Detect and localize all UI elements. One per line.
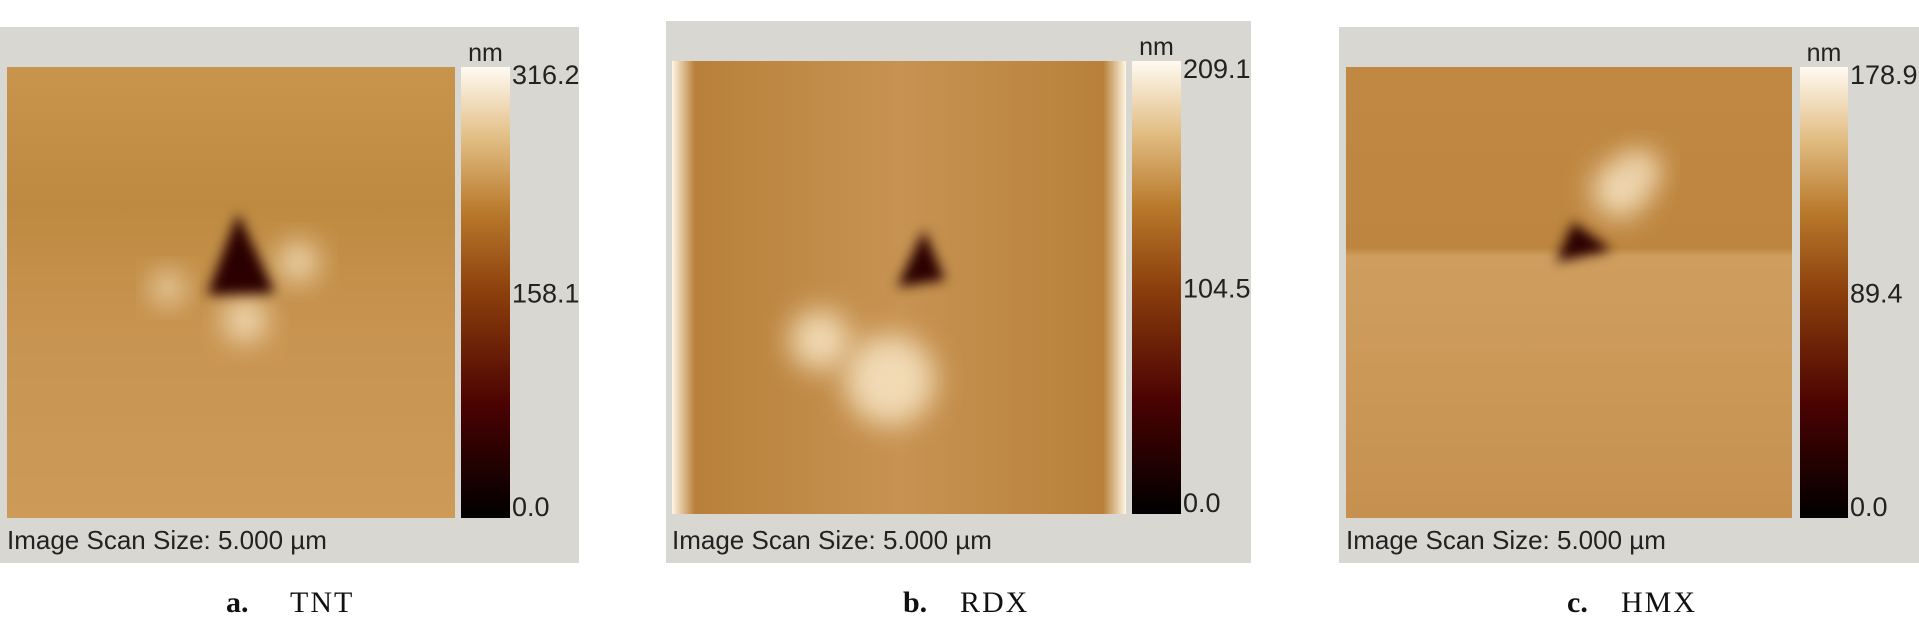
surface-bump xyxy=(223,298,267,342)
afm-panel: nm 209.1 104.5 0.0 Image Scan Size: 5.000 µm… xyxy=(666,21,1251,619)
colorbar-min: 0.0 xyxy=(1850,492,1888,522)
surface-bump xyxy=(845,335,935,425)
afm-panel: nm 178.9 89.4 0.0 Image Scan Size: 5.000 µm c… xyxy=(1339,27,1919,619)
color-bar xyxy=(461,67,510,518)
afm-image xyxy=(672,61,1126,514)
scan-size-caption: Image Scan Size: 5.000 µm xyxy=(1346,525,1666,555)
panel-letter: a. xyxy=(226,586,249,619)
panel-letter: c. xyxy=(1567,586,1588,619)
panel-name: HMX xyxy=(1621,586,1697,619)
surface-bump xyxy=(790,310,850,370)
colorbar-unit: nm xyxy=(1139,33,1174,61)
indent-mark xyxy=(1556,222,1612,262)
surface-bump xyxy=(152,272,184,304)
color-bar xyxy=(1132,61,1181,514)
surface-bump xyxy=(278,242,318,282)
colorbar-min: 0.0 xyxy=(512,492,550,522)
scan-size-caption: Image Scan Size: 5.000 µm xyxy=(7,525,327,555)
indent-mark xyxy=(207,213,275,295)
colorbar-mid: 89.4 xyxy=(1850,279,1903,309)
afm-image xyxy=(1346,67,1792,518)
surface-bump xyxy=(1620,150,1660,190)
colorbar-max: 316.2 xyxy=(512,60,580,90)
panel-name: TNT xyxy=(290,586,354,619)
afm-panel: nm 316.2 158.1 0.0 Image Scan Size: 5.000 µm… xyxy=(0,27,580,619)
colorbar-max: 209.1 xyxy=(1183,54,1251,84)
colorbar-unit: nm xyxy=(468,39,503,67)
colorbar-unit: nm xyxy=(1807,39,1842,67)
scan-size-caption: Image Scan Size: 5.000 µm xyxy=(672,525,992,555)
colorbar-mid: 104.5 xyxy=(1183,274,1251,304)
indent-mark xyxy=(897,230,945,287)
colorbar-mid: 158.1 xyxy=(512,279,580,309)
colorbar-min: 0.0 xyxy=(1183,488,1221,518)
colorbar-max: 178.9 xyxy=(1850,60,1918,90)
panel-letter: b. xyxy=(903,586,927,619)
panel-name: RDX xyxy=(960,586,1029,619)
color-bar xyxy=(1800,67,1848,518)
